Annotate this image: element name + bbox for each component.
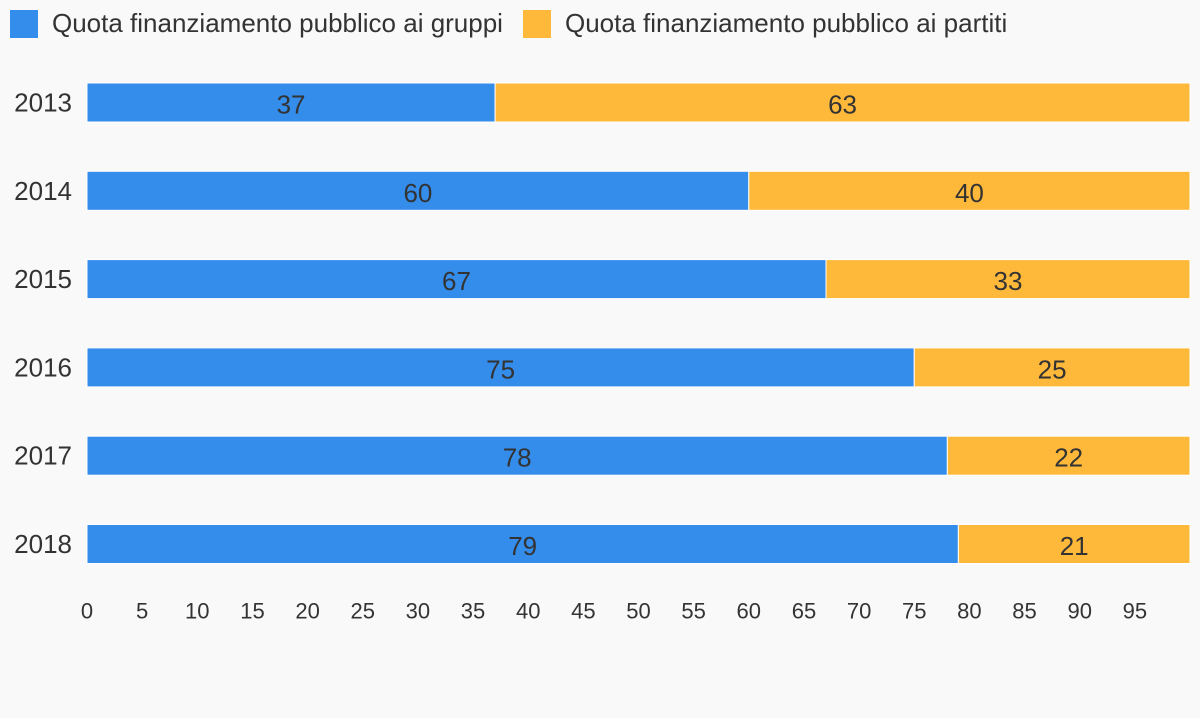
bar-gruppi-2014[interactable] bbox=[86, 170, 750, 211]
x-tick-label-40: 40 bbox=[516, 599, 540, 624]
data-label-gruppi-2018: 79 bbox=[508, 531, 537, 561]
x-tick-label-10: 10 bbox=[185, 599, 209, 624]
bar-partiti-2014[interactable] bbox=[748, 170, 1191, 211]
data-label-gruppi-2016: 75 bbox=[486, 354, 515, 384]
bar-partiti-2016[interactable] bbox=[913, 347, 1191, 388]
data-label-partiti-2014: 40 bbox=[955, 178, 984, 208]
x-tick-label-85: 85 bbox=[1012, 599, 1036, 624]
bars-layer bbox=[86, 82, 1191, 564]
legend-swatch-gruppi bbox=[10, 9, 38, 38]
bar-gruppi-2016[interactable] bbox=[86, 347, 915, 388]
y-tick-label-2017: 2017 bbox=[14, 441, 72, 471]
data-label-gruppi-2013: 37 bbox=[277, 90, 306, 120]
legend-item-gruppi[interactable]: Quota finanziamento pubblico ai gruppi bbox=[10, 8, 503, 39]
data-label-partiti-2016: 25 bbox=[1038, 354, 1067, 384]
x-tick-label-65: 65 bbox=[792, 599, 816, 624]
data-label-partiti-2013: 63 bbox=[828, 90, 857, 120]
x-tick-label-30: 30 bbox=[406, 599, 430, 624]
x-tick-label-25: 25 bbox=[351, 599, 375, 624]
legend-swatch-partiti bbox=[522, 9, 551, 38]
y-tick-label-2014: 2014 bbox=[14, 176, 72, 206]
bar-partiti-2017[interactable] bbox=[946, 435, 1191, 476]
data-label-gruppi-2014: 60 bbox=[403, 178, 432, 208]
x-tick-label-35: 35 bbox=[461, 599, 485, 624]
bar-partiti-2013[interactable] bbox=[494, 82, 1191, 123]
x-tick-label-70: 70 bbox=[847, 599, 871, 624]
legend: Quota finanziamento pubblico ai gruppi Q… bbox=[10, 8, 1027, 39]
data-label-partiti-2017: 22 bbox=[1054, 443, 1083, 473]
bar-partiti-2015[interactable] bbox=[825, 259, 1191, 300]
x-tick-label-90: 90 bbox=[1067, 599, 1091, 624]
x-tick-label-15: 15 bbox=[240, 599, 264, 624]
data-labels-layer: 37 63 60 40 67 33 75 25 78 22 79 21 bbox=[277, 90, 1089, 562]
legend-label-partiti: Quota finanziamento pubblico ai partiti bbox=[564, 8, 1008, 38]
y-axis: 2013 2014 2015 2016 2017 2018 bbox=[14, 88, 72, 560]
x-tick-label-50: 50 bbox=[626, 599, 650, 624]
bar-gruppi-2018[interactable] bbox=[86, 524, 959, 564]
x-tick-label-80: 80 bbox=[957, 599, 981, 624]
y-tick-label-2016: 2016 bbox=[14, 352, 72, 382]
y-tick-label-2013: 2013 bbox=[14, 88, 72, 118]
data-label-partiti-2015: 33 bbox=[994, 266, 1023, 296]
x-tick-label-95: 95 bbox=[1123, 599, 1147, 624]
x-tick-label-55: 55 bbox=[681, 599, 705, 624]
x-tick-label-5: 5 bbox=[136, 599, 148, 624]
x-tick-label-0: 0 bbox=[81, 599, 93, 624]
y-tick-label-2018: 2018 bbox=[14, 529, 72, 559]
bar-gruppi-2013[interactable] bbox=[86, 82, 496, 123]
legend-label-gruppi: Quota finanziamento pubblico ai gruppi bbox=[52, 8, 503, 38]
bar-partiti-2018[interactable] bbox=[957, 524, 1191, 564]
x-tick-label-20: 20 bbox=[295, 599, 319, 624]
data-label-gruppi-2015: 67 bbox=[442, 266, 471, 296]
x-tick-label-45: 45 bbox=[571, 599, 595, 624]
legend-item-partiti[interactable]: Quota finanziamento pubblico ai partiti bbox=[522, 8, 1008, 39]
x-tick-label-60: 60 bbox=[737, 599, 761, 624]
data-label-partiti-2018: 21 bbox=[1060, 531, 1089, 561]
y-tick-label-2015: 2015 bbox=[14, 264, 72, 294]
x-axis: 0 5 10 15 20 25 30 35 40 45 50 55 60 65 70 75 80 85 90 95 bbox=[81, 599, 1147, 624]
x-tick-label-75: 75 bbox=[902, 599, 926, 624]
bar-gruppi-2017[interactable] bbox=[86, 435, 948, 476]
data-label-gruppi-2017: 78 bbox=[503, 443, 532, 473]
bar-gruppi-2015[interactable] bbox=[86, 259, 827, 300]
